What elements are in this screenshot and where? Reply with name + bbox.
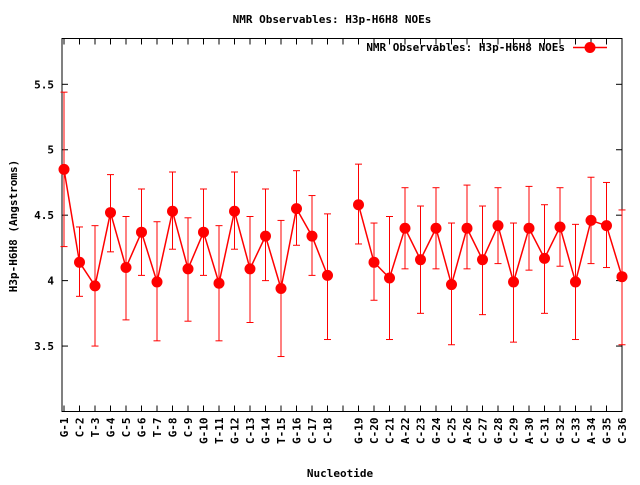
y-tick-label: 5.5 bbox=[34, 78, 54, 91]
plot-frame bbox=[61, 38, 623, 412]
data-point bbox=[477, 254, 488, 266]
data-point bbox=[105, 207, 116, 219]
x-tick-label: C-25 bbox=[446, 418, 459, 445]
x-tick-label: G-32 bbox=[554, 418, 567, 445]
x-tick-label: C-13 bbox=[244, 418, 257, 445]
x-tick-label: G-14 bbox=[260, 417, 273, 444]
data-point bbox=[508, 276, 519, 288]
x-tick-label: C-31 bbox=[539, 417, 552, 444]
y-tick-label: 4.5 bbox=[34, 209, 54, 222]
data-point bbox=[399, 222, 411, 234]
x-tick-label: A-30 bbox=[523, 418, 536, 445]
data-point bbox=[244, 263, 256, 275]
data-point bbox=[368, 256, 380, 268]
data-point bbox=[260, 230, 271, 242]
x-tick-label: C-33 bbox=[570, 418, 583, 445]
legend: NMR Observables: H3p-H6H8 NOEs bbox=[366, 41, 607, 54]
x-tick-label: C-29 bbox=[508, 418, 521, 445]
x-tick-label: T-11 bbox=[213, 417, 226, 444]
chart-title: NMR Observables: H3p-H6H8 NOEs bbox=[233, 13, 432, 26]
data-point bbox=[539, 252, 550, 264]
x-tick-label: G-19 bbox=[353, 418, 366, 445]
data-point bbox=[229, 205, 240, 217]
x-tick-label: C-27 bbox=[477, 418, 490, 445]
series-line bbox=[63, 169, 329, 289]
x-tick-label: A-26 bbox=[461, 417, 474, 444]
data-point bbox=[446, 279, 457, 291]
x-tick-label: G-1 bbox=[58, 417, 71, 437]
data-point bbox=[492, 220, 504, 232]
x-tick-label: G-8 bbox=[167, 418, 180, 438]
x-tick-label: C-2 bbox=[74, 418, 87, 438]
x-tick-label: G-6 bbox=[136, 417, 149, 437]
data-point bbox=[275, 282, 287, 294]
data-point bbox=[570, 276, 581, 288]
x-tick-label: G-4 bbox=[105, 417, 118, 437]
data-point bbox=[213, 277, 225, 289]
data-point bbox=[616, 271, 628, 283]
x-tick-label: G-35 bbox=[601, 418, 614, 445]
series-layer bbox=[58, 91, 628, 358]
x-tick-label: C-36 bbox=[616, 417, 629, 444]
x-tick-label: A-34 bbox=[585, 417, 598, 444]
y-axis: 3.5 4 4.5 5 5.5 bbox=[34, 78, 622, 353]
data-point bbox=[384, 272, 395, 284]
x-tick-label: C-17 bbox=[306, 418, 319, 445]
x-axis-label: Nucleotide bbox=[307, 467, 374, 480]
data-point bbox=[601, 220, 612, 232]
data-point bbox=[291, 203, 302, 215]
data-point bbox=[585, 214, 597, 226]
data-point bbox=[461, 222, 473, 234]
x-tick-label: C-9 bbox=[182, 418, 195, 438]
data-point bbox=[554, 221, 566, 233]
data-point bbox=[322, 269, 333, 281]
data-point bbox=[120, 262, 132, 274]
data-point bbox=[182, 263, 194, 275]
x-tick-label: G-12 bbox=[229, 418, 242, 445]
x-tick-label: T-3 bbox=[89, 418, 102, 438]
x-tick-label: C-23 bbox=[415, 418, 428, 445]
x-tick-label: T-15 bbox=[275, 418, 288, 445]
data-point bbox=[306, 230, 318, 242]
data-point bbox=[198, 226, 209, 238]
x-tick-label: T-7 bbox=[151, 418, 164, 438]
data-point bbox=[167, 205, 178, 217]
data-point bbox=[353, 199, 364, 211]
x-tick-label: G-16 bbox=[291, 417, 304, 444]
y-tick-label: 5 bbox=[47, 144, 54, 157]
x-tick-label: G-28 bbox=[492, 418, 505, 445]
legend-label: NMR Observables: H3p-H6H8 NOEs bbox=[366, 41, 565, 54]
data-point bbox=[523, 222, 535, 234]
series-line bbox=[357, 204, 623, 288]
data-point bbox=[74, 256, 85, 268]
data-point bbox=[430, 222, 442, 234]
legend-marker bbox=[584, 42, 596, 53]
y-tick-label: 3.5 bbox=[34, 340, 54, 353]
x-tick-label: C-20 bbox=[368, 418, 381, 445]
x-tick-label: C-18 bbox=[322, 418, 335, 445]
y-tick-label: 4 bbox=[47, 275, 54, 288]
x-tick-label: C-21 bbox=[384, 417, 397, 444]
x-tick-label: A-22 bbox=[399, 418, 412, 445]
x-tick-label: G-24 bbox=[430, 417, 443, 444]
data-point bbox=[151, 276, 163, 288]
data-point bbox=[415, 254, 426, 266]
data-point bbox=[58, 163, 70, 175]
y-axis-label: H3p-H6H8 (Angstroms) bbox=[7, 160, 20, 292]
data-point bbox=[136, 226, 147, 238]
x-tick-label: C-5 bbox=[120, 418, 133, 438]
data-point bbox=[89, 280, 101, 292]
x-tick-label: G-10 bbox=[198, 418, 211, 445]
x-axis: G-1 C-2 T-3 G-4 C-5 G-6 T-7 G-8 C-9 G-10 T-11 G-12 C… bbox=[58, 38, 629, 445]
